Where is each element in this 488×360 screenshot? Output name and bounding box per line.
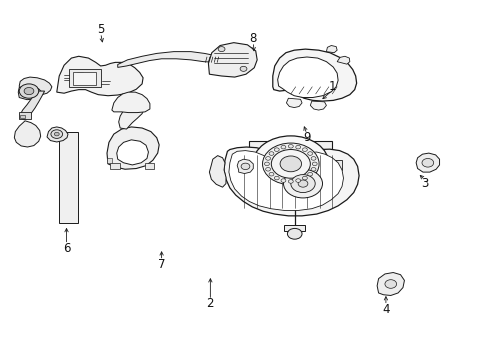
Text: 1: 1 [328,80,335,93]
Circle shape [290,175,315,193]
Circle shape [241,163,249,170]
Circle shape [310,167,315,171]
Bar [110,163,120,169]
Circle shape [271,149,310,178]
Circle shape [295,179,300,183]
Polygon shape [228,150,343,211]
Circle shape [283,169,322,198]
Polygon shape [286,98,302,108]
Circle shape [280,156,301,172]
Polygon shape [310,101,326,110]
Polygon shape [118,51,220,67]
Circle shape [281,145,285,149]
Bar [107,158,112,163]
Text: 9: 9 [303,131,310,144]
Circle shape [265,167,270,171]
Polygon shape [277,57,337,98]
Circle shape [307,152,312,155]
Circle shape [51,130,62,138]
Polygon shape [376,273,404,296]
Bar [69,69,101,87]
Bar [59,132,78,223]
Bar [330,160,341,170]
Polygon shape [119,101,144,129]
Circle shape [24,87,34,95]
Polygon shape [117,140,148,165]
Polygon shape [19,77,52,95]
Circle shape [54,132,59,136]
Polygon shape [415,153,439,172]
Text: 3: 3 [420,177,427,190]
Polygon shape [272,49,356,101]
Circle shape [307,172,312,176]
Circle shape [298,180,307,187]
Text: 8: 8 [249,32,256,45]
Polygon shape [237,159,253,174]
Text: 6: 6 [62,242,70,255]
Circle shape [295,145,300,149]
Polygon shape [208,42,257,77]
Polygon shape [224,147,358,216]
Polygon shape [47,127,68,142]
Bar [19,112,31,119]
Circle shape [268,172,273,176]
Polygon shape [209,156,225,187]
Circle shape [281,179,285,183]
Polygon shape [336,56,349,64]
Text: 4: 4 [382,303,389,316]
Polygon shape [112,92,150,113]
Polygon shape [249,140,331,191]
Circle shape [264,162,269,166]
Circle shape [312,162,317,166]
Polygon shape [326,45,336,53]
Polygon shape [18,86,42,100]
Text: 5: 5 [97,23,104,36]
Circle shape [274,148,279,152]
Polygon shape [284,225,305,231]
Bar [20,116,25,118]
Bar [73,72,96,85]
Circle shape [302,148,306,152]
Polygon shape [14,121,41,147]
Circle shape [302,176,306,180]
Text: 7: 7 [158,258,165,271]
Polygon shape [20,91,44,120]
Circle shape [218,46,224,51]
Circle shape [288,144,293,148]
Circle shape [421,158,433,167]
Text: 2: 2 [206,297,214,310]
Circle shape [274,176,279,180]
Circle shape [265,157,270,160]
Circle shape [287,228,302,239]
Circle shape [262,143,319,185]
Bar [144,163,154,169]
Bar [239,160,250,170]
Polygon shape [57,56,143,96]
Circle shape [288,180,293,183]
Circle shape [240,66,246,71]
Polygon shape [107,127,159,169]
Circle shape [310,157,315,160]
Circle shape [252,136,328,192]
Circle shape [19,84,39,98]
Circle shape [384,280,396,288]
Circle shape [268,152,273,155]
